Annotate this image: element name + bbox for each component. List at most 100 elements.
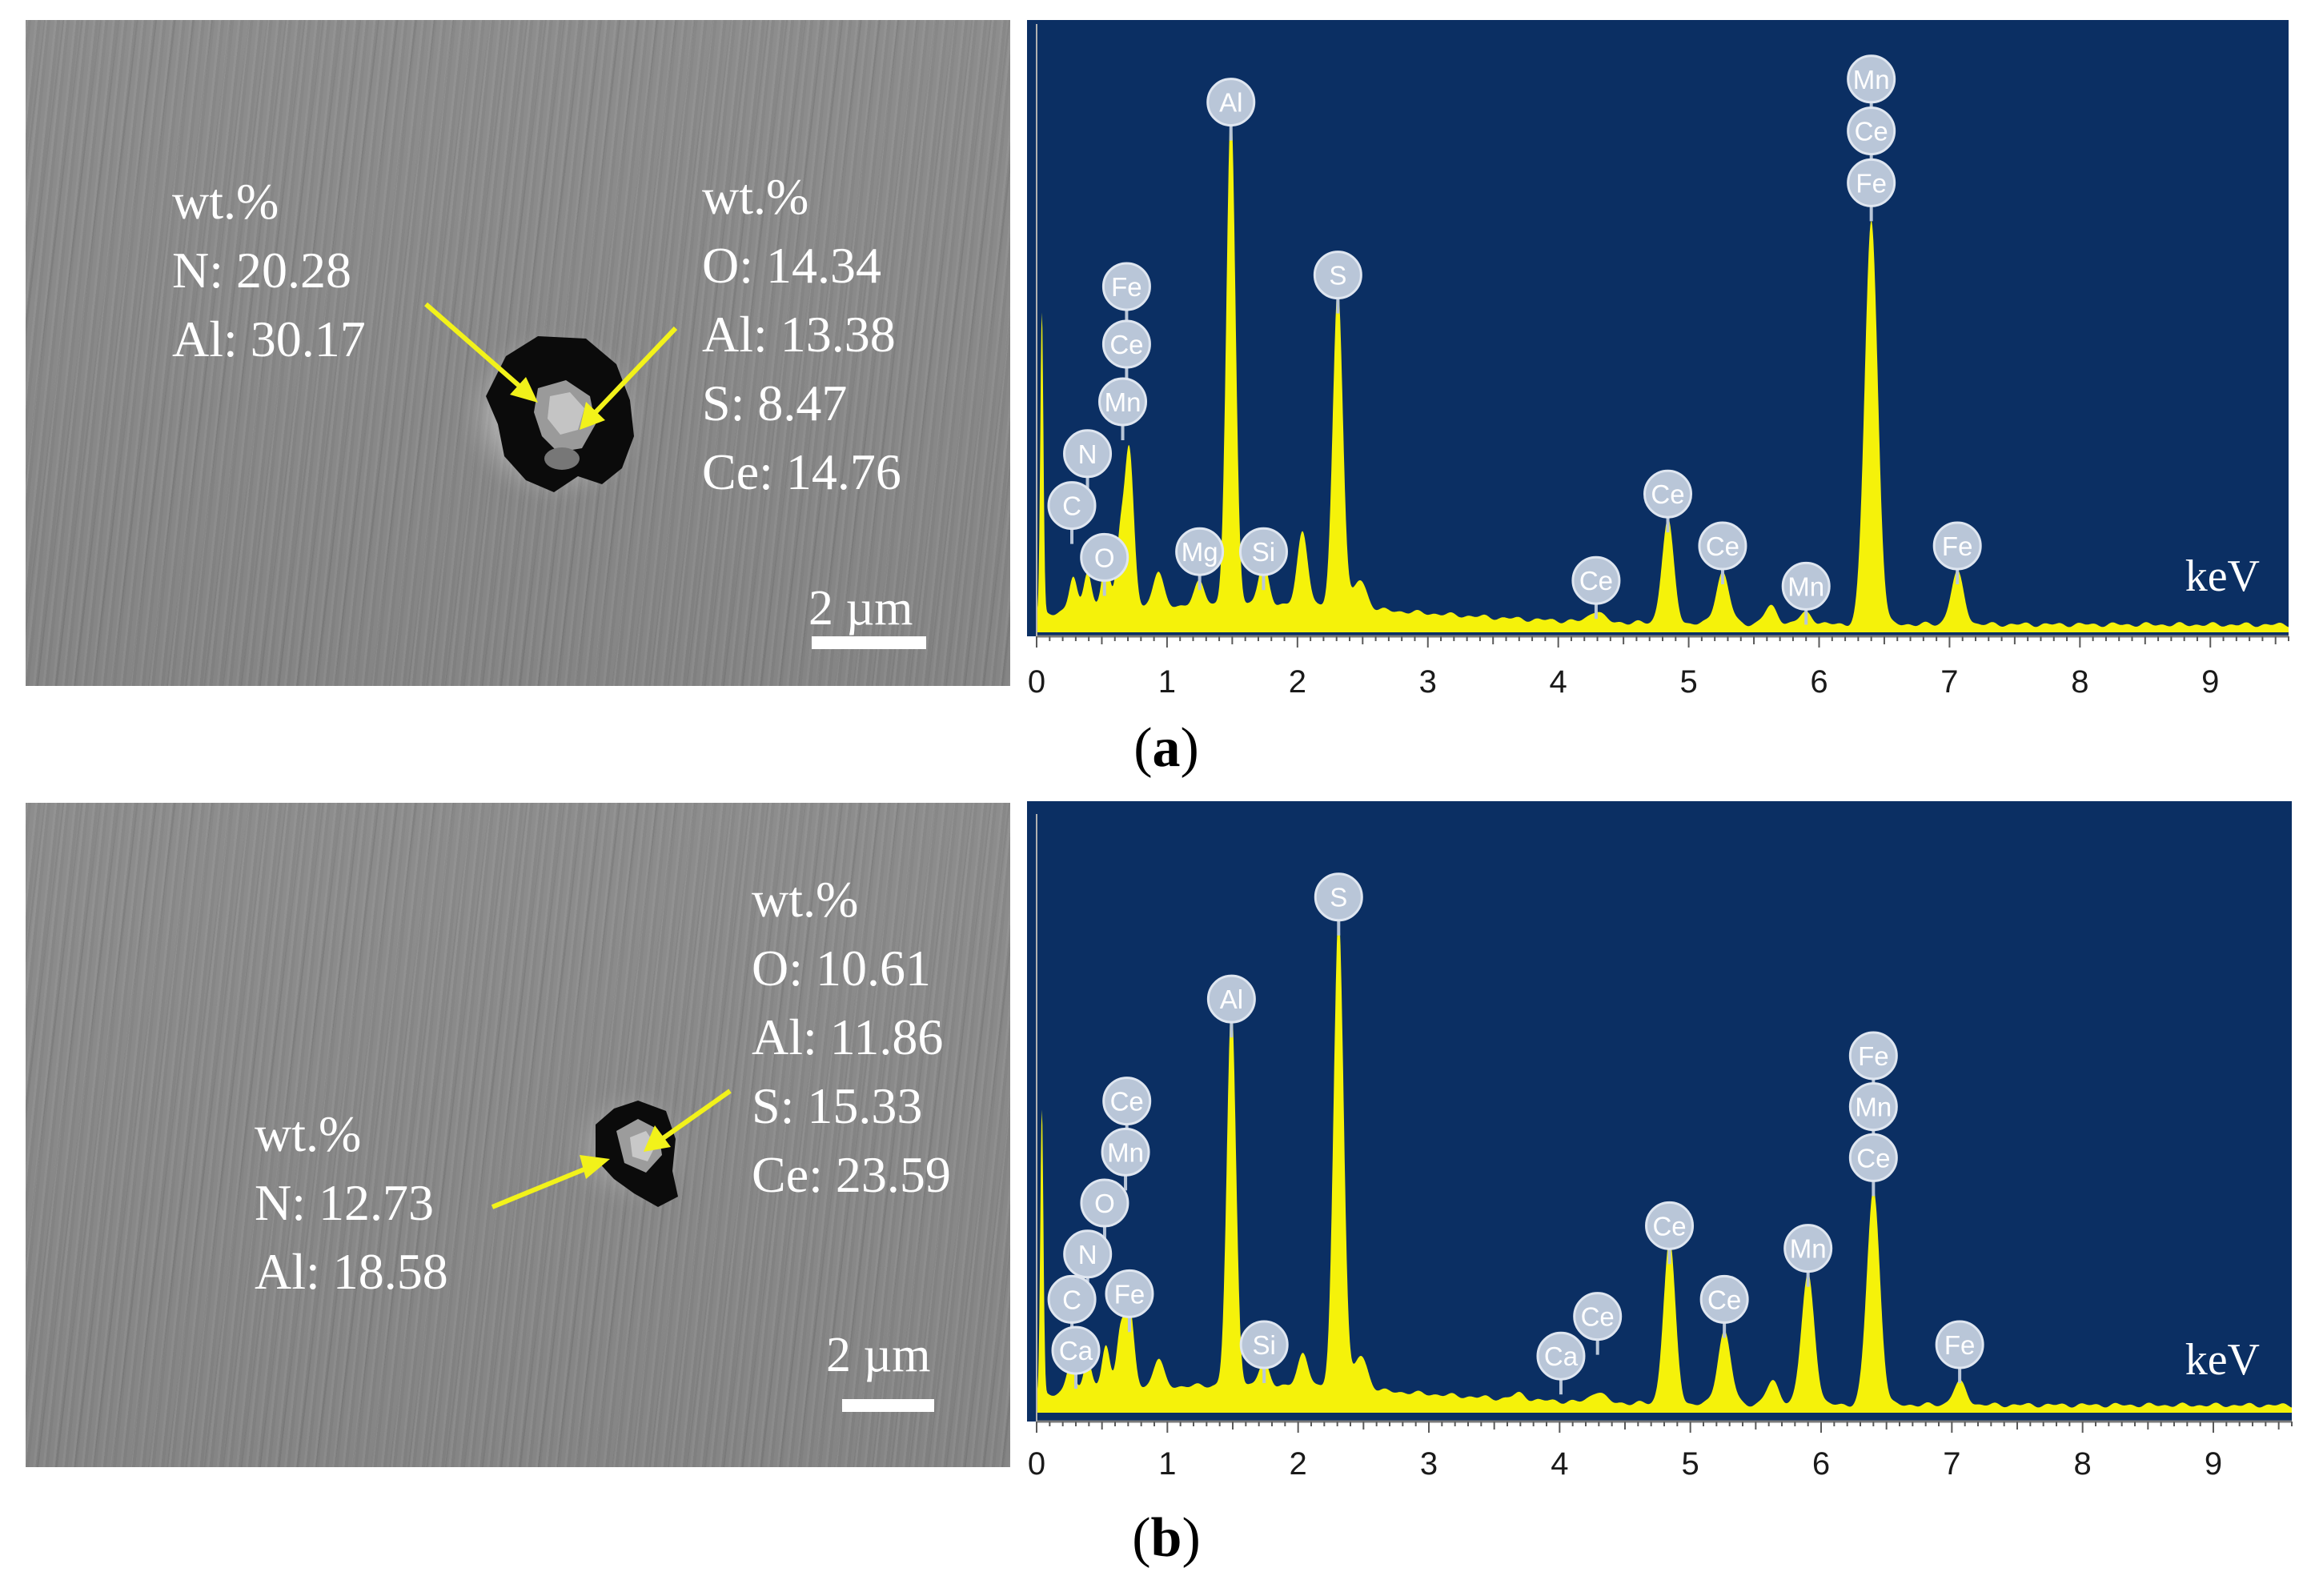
element-label-n: N <box>1063 429 1113 492</box>
element-label-ce: Ce <box>1573 1292 1623 1355</box>
panel-tag-b: (b) <box>1132 1507 1201 1569</box>
label-header: wt.% <box>255 1105 362 1162</box>
x-tick-label: 5 <box>1682 1446 1699 1482</box>
label-line: O: 10.61 <box>752 940 931 996</box>
label-line: Ce: 14.76 <box>702 443 901 500</box>
arrow-left-b <box>491 1155 610 1209</box>
label-line: S: 8.47 <box>702 375 848 431</box>
svg-text:Mn: Mn <box>1855 1093 1892 1122</box>
svg-text:O: O <box>1094 1189 1115 1218</box>
label-line: Al: 11.86 <box>752 1009 944 1065</box>
label-line: N: 12.73 <box>255 1174 434 1231</box>
element-label-fe: Fe <box>1101 262 1151 325</box>
svg-text:C: C <box>1062 491 1081 521</box>
composition-label-right-a: wt.% O: 14.34 Al: 13.38 S: 8.47 Ce: 14.7… <box>702 162 901 507</box>
x-tick-label: 2 <box>1289 664 1306 700</box>
svg-text:Fe: Fe <box>1944 1330 1976 1360</box>
panel-letter: a <box>1152 717 1181 779</box>
element-label-mn: Mn <box>1101 1127 1150 1191</box>
label-header: wt.% <box>172 173 279 230</box>
element-label-o: O <box>1080 532 1129 596</box>
element-label-s: S <box>1314 872 1363 936</box>
label-line: Al: 30.17 <box>172 311 366 367</box>
label-header: wt.% <box>752 871 859 928</box>
element-label-fe: Fe <box>1932 521 1982 584</box>
element-label-ce: Ce <box>1848 1133 1898 1197</box>
label-line: Al: 18.58 <box>255 1243 448 1300</box>
svg-text:Mn: Mn <box>1853 65 1890 94</box>
element-label-n: N <box>1063 1229 1113 1293</box>
svg-text:Ce: Ce <box>1109 330 1143 359</box>
x-tick-label: 4 <box>1550 664 1567 700</box>
x-tick-label: 4 <box>1551 1446 1568 1482</box>
svg-text:Si: Si <box>1253 1330 1276 1360</box>
svg-text:Fe: Fe <box>1942 531 1973 561</box>
svg-text:Ce: Ce <box>1110 1087 1144 1117</box>
x-tick-label: 3 <box>1419 664 1437 700</box>
element-label-mg: Mg <box>1175 527 1225 591</box>
svg-text:Ce: Ce <box>1581 1302 1615 1332</box>
scale-bar-a <box>812 636 926 649</box>
element-label-mn: Mn <box>1098 377 1148 440</box>
svg-text:N: N <box>1078 1240 1097 1269</box>
arrow-left-a <box>424 302 538 403</box>
svg-text:Ce: Ce <box>1706 531 1739 561</box>
x-tick-label: 0 <box>1028 1446 1045 1482</box>
panel-tag-a: (a) <box>1133 717 1199 779</box>
svg-text:Ce: Ce <box>1707 1285 1741 1314</box>
label-line: O: 14.34 <box>702 237 881 294</box>
label-line: S: 15.33 <box>752 1077 923 1134</box>
svg-text:Ce: Ce <box>1855 117 1888 146</box>
svg-text:Mn: Mn <box>1107 1137 1144 1167</box>
svg-text:Fe: Fe <box>1856 168 1887 198</box>
x-tick-label: 7 <box>1943 1446 1960 1482</box>
x-tick-label: 7 <box>1940 664 1958 700</box>
label-header: wt.% <box>702 168 809 225</box>
element-label-s: S <box>1313 251 1362 314</box>
svg-text:S: S <box>1329 261 1346 291</box>
svg-text:Fe: Fe <box>1111 272 1142 302</box>
spectrum-area <box>1037 914 2292 1413</box>
element-label-ca: Ca <box>1051 1325 1101 1389</box>
composition-label-left-a: wt.% N: 20.28 Al: 30.17 <box>172 167 366 374</box>
x-tick-label: 1 <box>1158 1446 1176 1482</box>
x-tick-label: 8 <box>2074 1446 2092 1482</box>
element-label-ce: Ce <box>1698 521 1747 584</box>
spectrum-area <box>1037 107 2289 632</box>
svg-text:Mn: Mn <box>1790 1234 1827 1264</box>
scale-bar-label-b: 2 µm <box>826 1328 931 1382</box>
element-label-ce: Ce <box>1643 469 1693 533</box>
scale-bar-label-a: 2 µm <box>808 581 913 636</box>
element-label-ce: Ce <box>1102 1077 1152 1140</box>
label-line: Al: 13.38 <box>702 306 896 363</box>
sem-image-a: wt.% N: 20.28 Al: 30.17 wt.% O: 14.34 Al… <box>26 20 1010 686</box>
element-label-ce: Ce <box>1571 555 1621 620</box>
x-tick-label: 6 <box>1812 1446 1830 1482</box>
sem-image-b: wt.% N: 12.73 Al: 18.58 wt.% O: 10.61 Al… <box>26 803 1010 1467</box>
svg-text:C: C <box>1062 1285 1081 1314</box>
svg-text:Mn: Mn <box>1787 571 1824 601</box>
x-tick-label: 5 <box>1679 664 1697 700</box>
element-label-si: Si <box>1238 527 1288 591</box>
element-label-fe: Fe <box>1105 1269 1154 1333</box>
x-tick-label: 8 <box>2071 664 2088 700</box>
element-label-mn: Mn <box>1847 54 1896 118</box>
composition-label-left-b: wt.% N: 12.73 Al: 18.58 <box>255 1100 448 1306</box>
element-label-al: Al <box>1206 78 1256 141</box>
element-label-fe: Fe <box>1848 1031 1898 1094</box>
element-label-fe: Fe <box>1847 158 1896 222</box>
inclusion-particle-b <box>491 1079 732 1215</box>
x-tick-label: 1 <box>1158 664 1176 700</box>
element-label-c: C <box>1047 481 1097 544</box>
scale-bar-b <box>842 1399 934 1412</box>
x-axis-unit-label: keV <box>2185 551 2260 601</box>
x-axis-unit-label: keV <box>2185 1335 2260 1385</box>
svg-text:Mn: Mn <box>1105 387 1141 417</box>
element-label-si: Si <box>1239 1320 1289 1384</box>
svg-text:Ce: Ce <box>1579 566 1613 595</box>
eds-spectrum-a: 0 1 2 3 4 5 6 7 8 9 Al S Fe Ce Mn NCO Mg Si Ce Ce Ce Mn Mn Ce F… <box>1027 20 2289 700</box>
x-tick-label: 6 <box>1810 664 1828 700</box>
svg-text:S: S <box>1330 883 1347 912</box>
element-label-ce: Ce <box>1101 319 1151 383</box>
element-label-al: Al <box>1206 974 1256 1038</box>
